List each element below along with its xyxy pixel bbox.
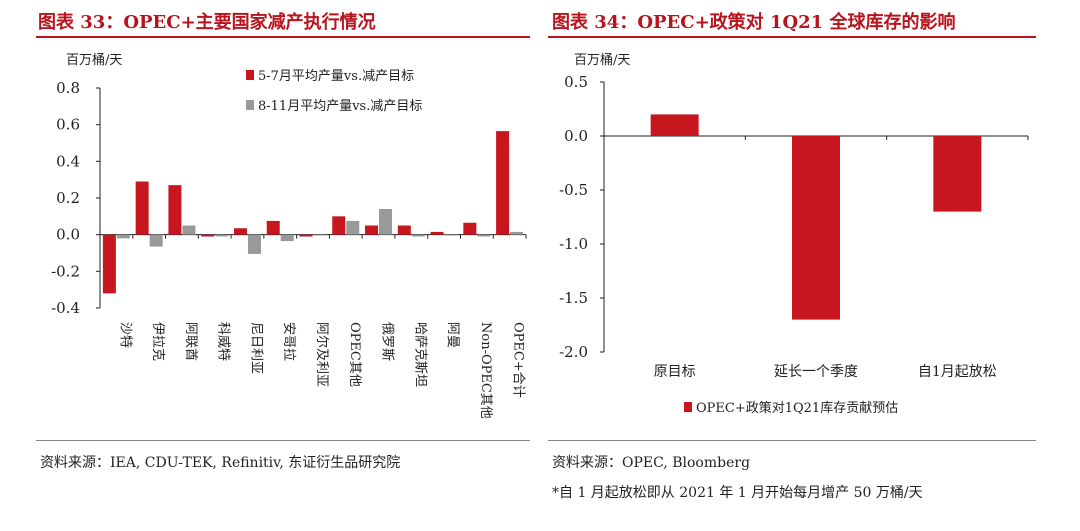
left-bar-series2 [215, 234, 229, 237]
left-bar-series1 [332, 216, 346, 235]
left-x-category-label: 伊拉克 [150, 322, 165, 361]
right-bar [933, 136, 982, 212]
left-legend-swatch-2 [246, 100, 254, 110]
left-x-category-label: 安哥拉 [281, 322, 296, 361]
left-y-tick-label: 0.8 [56, 79, 80, 97]
left-x-category-label: Non-OPEC其他 [478, 322, 493, 419]
left-y-tick-label: -0.2 [51, 262, 80, 280]
left-source-rule [36, 440, 530, 441]
left-y-tick-label: -0.4 [51, 299, 80, 317]
left-y-tick-label: 0.2 [56, 189, 80, 207]
left-x-category-label: OPEC其他 [347, 322, 362, 387]
left-bar-series2 [280, 234, 294, 242]
left-bar-series1 [430, 231, 444, 235]
right-footnote: *自 1 月起放松即从 2021 年 1 月开始每月增产 50 万桶/天 [552, 485, 923, 501]
right-bar-chart: 百万桶/天 0.5 0.0 -0.5 -1.0 -1.5 -2.0 原目标 延长一个季度 自1月起… [559, 53, 1029, 416]
left-bar-series2 [444, 234, 458, 236]
left-x-category-label: 阿联酋 [183, 322, 199, 361]
left-x-category-label: 尼日利亚 [248, 322, 263, 374]
right-source: 资料来源：OPEC, Bloomberg [552, 455, 751, 471]
left-x-category-label: 俄罗斯 [380, 322, 395, 361]
left-bar-series1 [201, 234, 215, 237]
left-bar-series2 [379, 209, 393, 235]
left-bar-series1 [135, 181, 149, 235]
right-y-tick-label: -0.5 [559, 181, 588, 199]
left-title-rule [36, 36, 530, 38]
left-y-axis-unit: 百万桶/天 [66, 53, 122, 68]
right-y-tick-label: 0.5 [564, 73, 588, 91]
left-bar-series2 [510, 231, 524, 235]
left-bar-series2 [247, 234, 261, 254]
left-x-category-label: 科威特 [216, 322, 231, 361]
left-y-tick-label: 0.6 [56, 116, 80, 134]
left-x-category-label: 阿尔及利亚 [314, 322, 329, 387]
left-legend-label-1: 5-7月平均产量vs.减产目标 [258, 69, 414, 84]
right-x-category-label: 原目标 [654, 364, 696, 380]
left-bar-series2 [313, 234, 327, 236]
left-bar-series2 [182, 225, 196, 235]
left-bar-series1 [463, 222, 477, 235]
left-x-category-label: 阿曼 [445, 322, 460, 348]
left-bar-series1 [102, 234, 116, 294]
left-legend-swatch-1 [246, 70, 254, 80]
left-bar-series1 [365, 225, 379, 235]
right-source-rule [548, 440, 1036, 441]
right-y-axis-unit: 百万桶/天 [574, 53, 630, 68]
right-legend-label: OPEC+政策对1Q21库存贡献预估 [696, 400, 898, 416]
left-source: 资料来源：IEA, CDU-TEK, Refinitiv, 东证衍生品研究院 [40, 455, 401, 471]
left-y-tick-label: 0.4 [56, 152, 80, 170]
left-bar-series2 [411, 234, 425, 237]
left-bar-series1 [496, 131, 510, 235]
right-x-category-label: 自1月起放松 [918, 364, 997, 380]
left-bar-series2 [116, 234, 130, 239]
right-legend-swatch [684, 402, 692, 412]
left-bar-series1 [233, 228, 247, 235]
left-bar-series1 [266, 220, 280, 235]
right-bar [650, 114, 699, 136]
right-y-tick-label: -2.0 [559, 343, 588, 361]
left-x-category-label: 哈萨克斯坦 [412, 322, 427, 387]
left-bar-series1 [168, 185, 182, 235]
left-chart-title: 图表 33：OPEC+主要国家减产执行情况 [38, 12, 376, 33]
right-y-tick-label: -1.5 [559, 289, 588, 307]
left-legend-label-2: 8-11月平均产量vs.减产目标 [258, 99, 422, 114]
left-bar-series2 [346, 220, 360, 235]
left-bar-chart: 百万桶/天 0.8 0.6 0.4 0.2 0.0 -0.2 -0.4 沙特 伊拉克 阿联酋 科威特 尼… [51, 53, 527, 419]
right-bar [792, 136, 840, 320]
left-x-category-label: 沙特 [117, 322, 132, 348]
left-bar-series1 [397, 225, 411, 235]
left-bar-series1 [299, 234, 313, 237]
right-y-tick-label: 0.0 [564, 127, 588, 145]
left-bar-series2 [149, 234, 163, 247]
right-y-tick-label: -1.0 [559, 235, 588, 253]
right-title-rule [548, 36, 1036, 38]
left-x-category-label: OPEC+合计 [511, 322, 526, 398]
left-bar-series2 [477, 234, 491, 237]
right-x-category-label: 延长一个季度 [774, 364, 858, 380]
left-y-tick-label: 0.0 [56, 226, 80, 244]
right-chart-title: 图表 34：OPEC+政策对 1Q21 全球库存的影响 [552, 12, 956, 33]
